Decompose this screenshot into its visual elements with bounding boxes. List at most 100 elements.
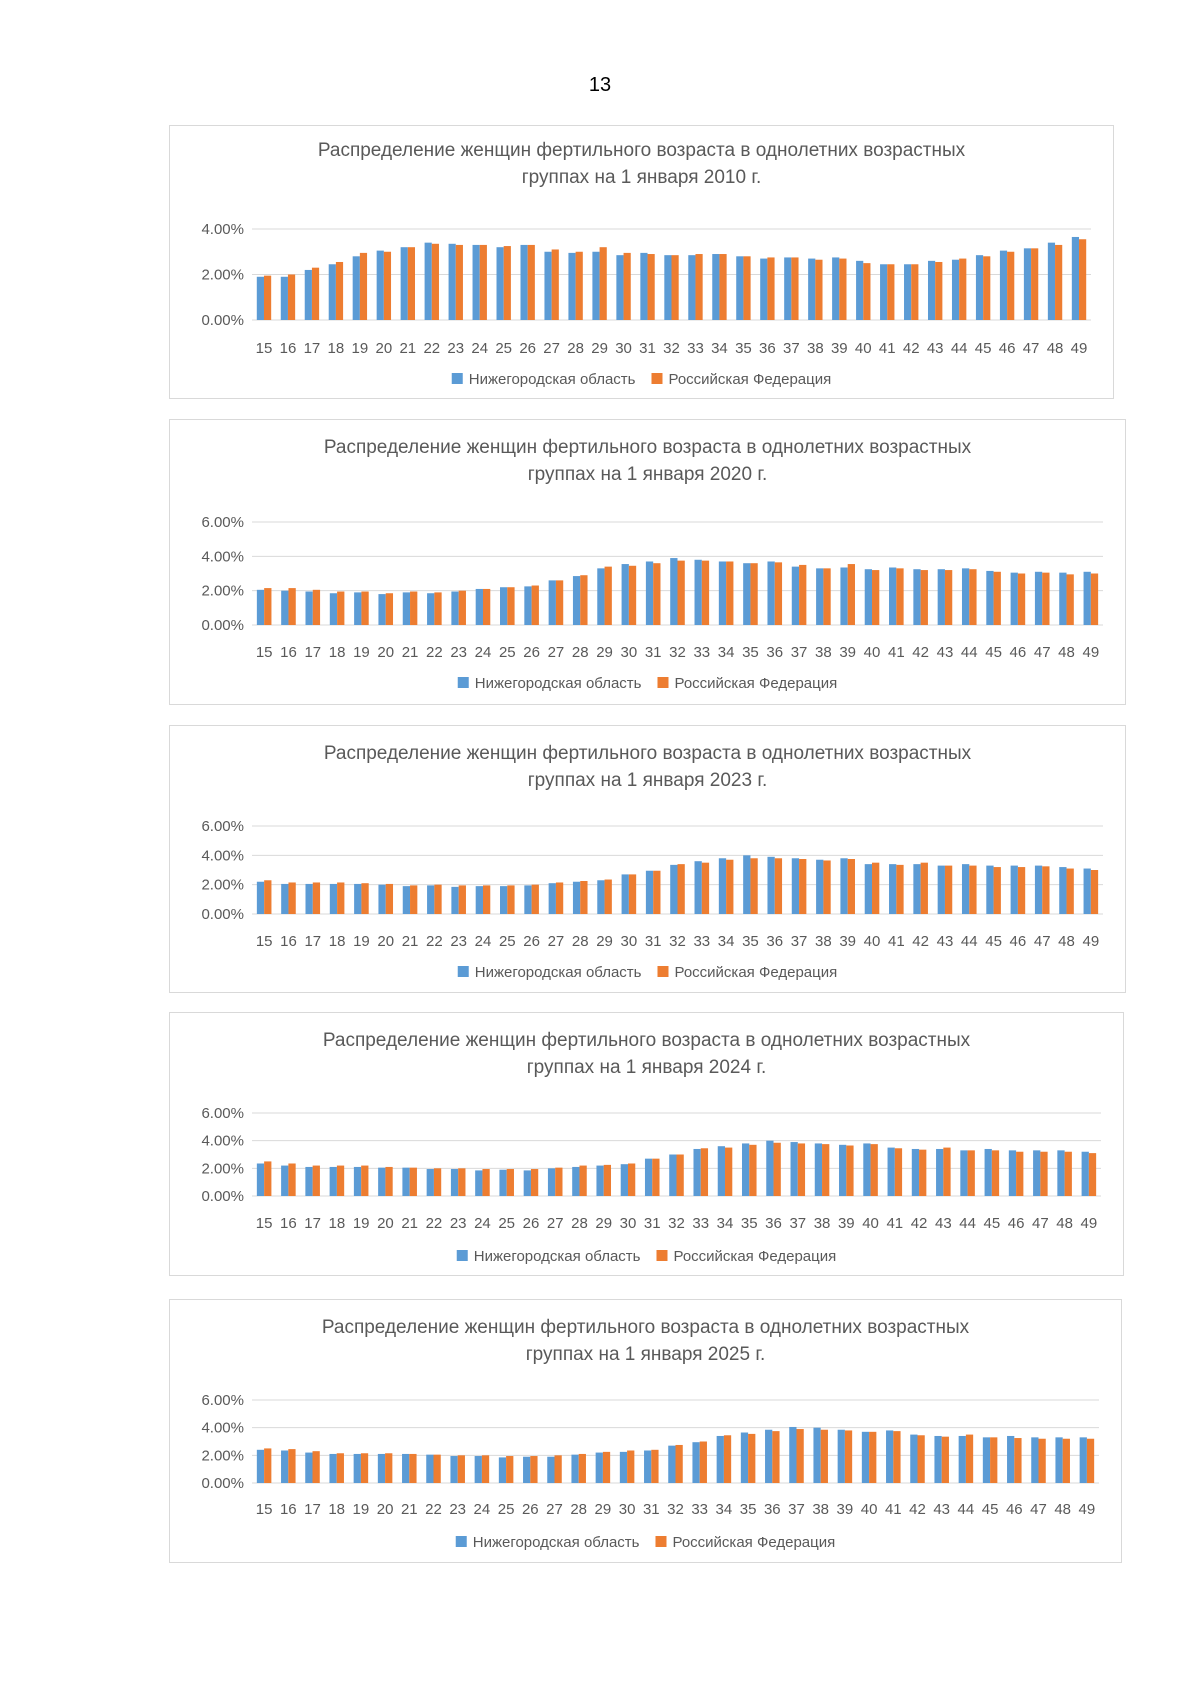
x-tick-label: 31: [645, 644, 662, 661]
bar-russia: [920, 570, 928, 625]
bar-nizhny-novgorod: [958, 1435, 966, 1483]
x-tick-label: 20: [375, 340, 392, 357]
bar-russia: [959, 258, 967, 320]
bar-nizhny-novgorod: [961, 568, 970, 625]
bar-nizhny-novgorod: [305, 883, 313, 914]
legend-label-russia: Российская Федерация: [674, 964, 837, 981]
bar-nizhny-novgorod: [718, 561, 727, 625]
bar-nizhny-novgorod: [1055, 1437, 1063, 1483]
bar-russia: [312, 882, 321, 914]
bar-nizhny-novgorod: [592, 251, 600, 320]
bar-russia: [360, 1453, 369, 1483]
bar-russia: [458, 885, 466, 914]
y-tick-label: 6.00%: [201, 514, 244, 531]
x-tick-label: 28: [572, 933, 589, 950]
x-tick-label: 24: [475, 644, 492, 661]
x-tick-label: 37: [783, 340, 800, 357]
bar-russia: [503, 246, 511, 320]
bar-nizhny-novgorod: [984, 1148, 992, 1196]
x-tick-label: 26: [523, 933, 540, 950]
bar-nizhny-novgorod: [426, 1169, 434, 1196]
x-tick-label: 30: [615, 340, 632, 357]
bar-nizhny-novgorod: [450, 1456, 458, 1483]
bar-russia: [887, 264, 895, 320]
bar-nizhny-novgorod: [986, 570, 994, 625]
x-tick-label: 31: [639, 340, 656, 357]
x-tick-label: 20: [377, 933, 394, 950]
x-tick-label: 32: [667, 1501, 684, 1518]
x-tick-label: 19: [353, 1501, 370, 1518]
bar-russia: [628, 565, 637, 625]
bar-nizhny-novgorod: [400, 247, 408, 320]
x-tick-label: 42: [903, 340, 920, 357]
x-tick-label: 34: [717, 1215, 734, 1232]
x-tick-label: 34: [718, 644, 735, 661]
x-tick-label: 17: [304, 933, 321, 950]
x-tick-label: 27: [548, 933, 565, 950]
x-tick-label: 26: [522, 1501, 539, 1518]
x-tick-label: 30: [620, 1215, 637, 1232]
bar-nizhny-novgorod: [619, 1451, 628, 1483]
bar-russia: [652, 1158, 660, 1196]
bar-nizhny-novgorod: [864, 569, 873, 625]
bar-nizhny-novgorod: [305, 1166, 313, 1196]
bar-nizhny-novgorod: [354, 883, 362, 914]
bar-nizhny-novgorod: [791, 566, 800, 625]
x-tick-label: 46: [999, 340, 1016, 357]
x-tick-label: 25: [499, 933, 516, 950]
bar-nizhny-novgorod: [1034, 865, 1043, 914]
chart-svg: Распределение женщин фертильного возраст…: [201, 1317, 1099, 1551]
legend-swatch-nizhny-novgorod: [457, 966, 469, 977]
x-tick-label: 21: [402, 644, 419, 661]
bar-nizhny-novgorod: [450, 1169, 459, 1196]
bar-russia: [846, 1145, 854, 1196]
bar-nizhny-novgorod: [644, 1158, 653, 1196]
bar-russia: [385, 1166, 393, 1196]
bar-nizhny-novgorod: [669, 1154, 677, 1196]
x-tick-label: 17: [304, 644, 321, 661]
bar-nizhny-novgorod: [1034, 571, 1043, 625]
x-tick-label: 22: [426, 644, 443, 661]
chart-svg: Распределение женщин фертильного возраст…: [201, 140, 1091, 388]
bar-russia: [748, 1433, 756, 1483]
bar-nizhny-novgorod: [520, 244, 528, 320]
x-tick-label: 33: [687, 340, 704, 357]
x-tick-label: 20: [377, 1501, 394, 1518]
bar-nizhny-novgorod: [352, 256, 360, 320]
bar-nizhny-novgorod: [524, 586, 532, 625]
chart-title-line1: Распределение женщин фертильного возраст…: [324, 743, 972, 764]
bar-russia: [990, 1437, 998, 1483]
bar-russia: [580, 575, 588, 625]
x-tick-label: 32: [669, 644, 686, 661]
x-tick-label: 19: [352, 340, 369, 357]
bar-nizhny-novgorod: [280, 276, 288, 320]
bar-russia: [263, 275, 272, 320]
x-tick-label: 18: [329, 933, 346, 950]
x-tick-label: 44: [961, 644, 978, 661]
bar-nizhny-novgorod: [999, 250, 1008, 320]
y-tick-label: 0.00%: [201, 1188, 244, 1205]
x-tick-label: 39: [838, 1215, 855, 1232]
x-tick-label: 18: [329, 644, 346, 661]
chart-title-line1: Распределение женщин фертильного возраст…: [318, 140, 966, 161]
bar-russia: [723, 1435, 732, 1483]
x-tick-label: 30: [619, 1501, 636, 1518]
bar-russia: [479, 244, 487, 320]
bar-russia: [863, 263, 871, 320]
bar-nizhny-novgorod: [304, 269, 312, 320]
bar-russia: [457, 1455, 465, 1483]
x-tick-label: 25: [498, 1215, 515, 1232]
chart-title-line2: группах на 1 января 2024 г.: [527, 1057, 766, 1078]
bar-nizhny-novgorod: [402, 1453, 410, 1483]
bar-russia: [701, 560, 710, 625]
bar-nizhny-novgorod: [1083, 571, 1091, 625]
x-tick-label: 39: [839, 933, 856, 950]
bar-russia: [653, 870, 661, 914]
x-tick-label: 27: [543, 340, 560, 357]
x-tick-label: 42: [909, 1501, 926, 1518]
x-tick-label: 34: [711, 340, 728, 357]
x-tick-label: 47: [1030, 1501, 1047, 1518]
bar-russia: [385, 1453, 393, 1483]
legend-label-russia: Российская Федерация: [668, 371, 831, 388]
bar-russia: [1014, 1438, 1022, 1483]
